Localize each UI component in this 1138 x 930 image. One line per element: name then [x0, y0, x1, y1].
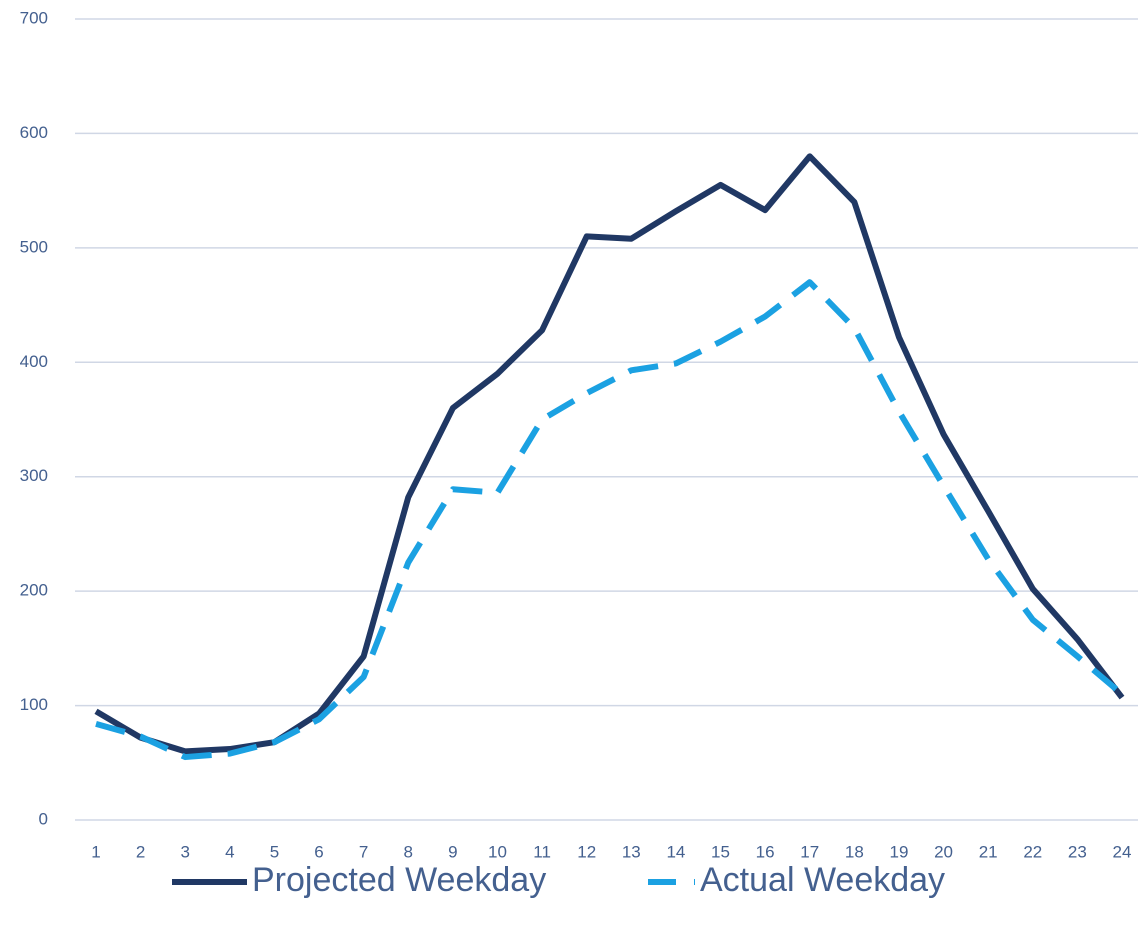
y-tick-label: 300 [20, 466, 48, 485]
data-line [95, 279, 1124, 761]
x-tick-label: 6 [314, 842, 323, 861]
x-tick-label: 14 [666, 842, 685, 861]
x-tick-label: 3 [180, 842, 189, 861]
x-tick-label: 13 [622, 842, 641, 861]
x-tick-label: 21 [979, 842, 998, 861]
x-tick-label: 2 [136, 842, 145, 861]
data-line [94, 153, 1125, 755]
x-tick-label: 16 [756, 842, 775, 861]
x-tick-label: 19 [889, 842, 908, 861]
x-tick-label: 9 [448, 842, 457, 861]
x-tick-label: 1 [91, 842, 100, 861]
legend-label: Projected Weekday [252, 861, 546, 899]
x-tick-label: 10 [488, 842, 507, 861]
legend-label: Actual Weekday [700, 861, 945, 899]
x-tick-label: 12 [577, 842, 596, 861]
x-tick-label: 18 [845, 842, 864, 861]
y-tick-label: 100 [20, 695, 48, 714]
x-tick-label: 17 [800, 842, 819, 861]
x-tick-label: 8 [404, 842, 413, 861]
x-tick-label: 22 [1023, 842, 1042, 861]
y-tick-label: 500 [20, 237, 48, 256]
x-tick-label: 24 [1113, 842, 1132, 861]
x-tick-label: 20 [934, 842, 953, 861]
x-tick-label: 7 [359, 842, 368, 861]
x-tick-label: 15 [711, 842, 730, 861]
y-tick-label: 600 [20, 123, 48, 142]
y-tick-label: 400 [20, 352, 48, 371]
x-tick-label: 11 [533, 842, 551, 861]
x-tick-label: 5 [270, 842, 279, 861]
y-tick-label: 700 [20, 8, 48, 27]
y-tick-label: 0 [39, 809, 48, 828]
y-tick-label: 200 [20, 581, 48, 600]
x-tick-label: 4 [225, 842, 234, 861]
x-tick-label: 23 [1068, 842, 1087, 861]
